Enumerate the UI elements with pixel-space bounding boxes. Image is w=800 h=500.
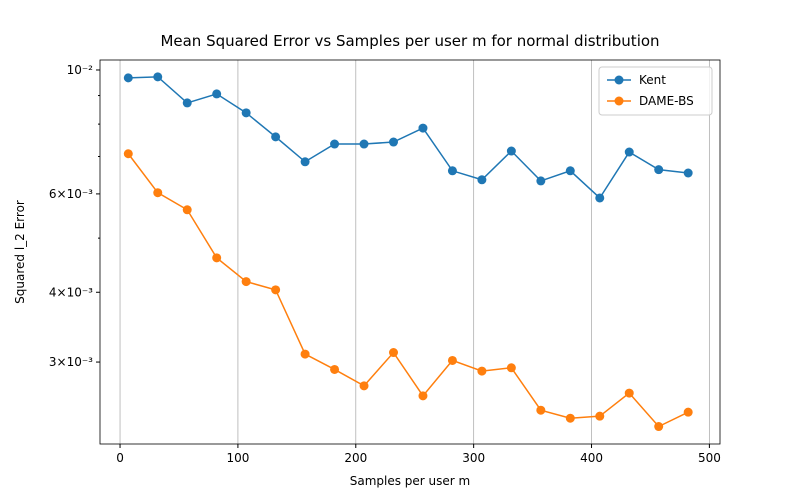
data-point <box>565 166 575 176</box>
data-point <box>241 277 251 287</box>
data-point <box>330 139 340 149</box>
series-line <box>127 153 689 428</box>
data-point <box>654 422 664 432</box>
data-point <box>153 72 163 82</box>
data-point <box>300 349 310 359</box>
x-axis-label: Samples per user m <box>350 474 471 488</box>
data-point <box>241 108 251 118</box>
y-tick-label: 6×10⁻³ <box>49 187 93 201</box>
data-point <box>271 285 281 295</box>
x-tick-label: 100 <box>226 451 249 465</box>
data-point <box>595 411 605 421</box>
data-point <box>683 407 693 417</box>
data-point <box>624 147 634 157</box>
data-point <box>359 139 369 149</box>
data-point <box>477 175 487 185</box>
data-point <box>624 388 634 398</box>
y-tick-label: 4×10⁻³ <box>49 285 93 299</box>
legend-marker <box>614 75 624 85</box>
data-point <box>330 364 340 374</box>
data-point <box>418 123 428 133</box>
data-point <box>212 253 222 263</box>
data-point <box>683 168 693 178</box>
legend-marker <box>614 96 624 106</box>
data-point <box>123 149 133 159</box>
data-point <box>506 363 516 373</box>
data-point <box>123 73 133 83</box>
data-point <box>595 193 605 203</box>
data-point <box>388 137 398 147</box>
data-point <box>182 98 192 108</box>
data-point <box>388 348 398 358</box>
data-point <box>447 355 457 365</box>
data-point <box>536 405 546 415</box>
data-point <box>447 166 457 176</box>
data-point <box>359 381 369 391</box>
data-point <box>506 146 516 156</box>
x-tick-label: 0 <box>116 451 124 465</box>
data-point <box>654 165 664 175</box>
legend-label: Kent <box>639 73 666 87</box>
x-tick-label: 400 <box>580 451 603 465</box>
data-point <box>418 391 428 401</box>
x-tick-label: 500 <box>698 451 721 465</box>
x-tick-label: 300 <box>462 451 485 465</box>
y-tick-label: 3×10⁻³ <box>49 355 93 369</box>
data-point <box>477 366 487 376</box>
legend-box <box>598 66 713 116</box>
data-point <box>300 157 310 167</box>
data-point <box>271 132 281 142</box>
y-tick-label: 10⁻² <box>67 63 94 77</box>
data-point <box>153 188 163 198</box>
data-point <box>536 176 546 186</box>
data-point <box>212 89 222 99</box>
chart-title: Mean Squared Error vs Samples per user m… <box>160 32 659 50</box>
plot-frame <box>99 59 721 445</box>
data-point <box>565 413 575 423</box>
series-line <box>128 76 689 200</box>
y-axis-label: Squared l_2 Error <box>13 200 27 304</box>
x-tick-label: 200 <box>344 451 367 465</box>
legend-label: DAME-BS <box>639 94 694 108</box>
data-point <box>182 205 192 215</box>
